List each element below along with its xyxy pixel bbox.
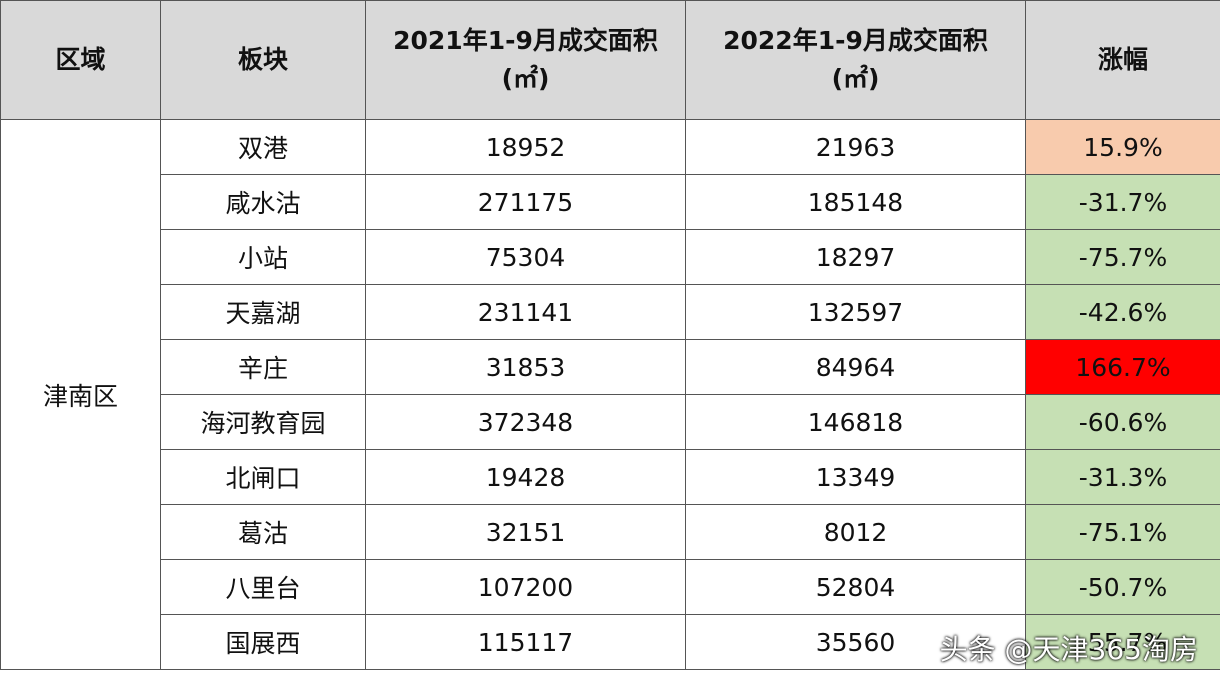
data-row: 海河教育园 372348 146818 -60.6% xyxy=(1,394,1220,450)
data-cell: 八里台 xyxy=(160,559,366,615)
header-text: 涨幅 xyxy=(1097,45,1148,74)
data-row: 小站 75304 18297 -75.7% xyxy=(1,229,1220,285)
change-cell: -55.7% xyxy=(1025,614,1220,670)
data-cell: 18297 xyxy=(685,229,1026,285)
data-cell: 海河教育园 xyxy=(160,394,366,450)
data-cell: 小站 xyxy=(160,229,366,285)
header-text: (㎡) xyxy=(501,64,550,93)
data-row: 八里台 107200 52804 -50.7% xyxy=(1,559,1220,615)
header-row: 区域 板块 2021年1-9月成交面积 (㎡) 2022年1-9月成交面积 (㎡) 涨幅 xyxy=(0,0,1220,120)
data-row: 津南区 双港 18952 21963 15.9% xyxy=(0,119,1220,670)
data-cell: 146818 xyxy=(685,394,1026,450)
data-cell: 31853 xyxy=(365,339,686,395)
header-cell: 区域 xyxy=(0,0,161,120)
data-row: 辛庄 31853 84964 166.7% xyxy=(1,339,1220,395)
data-cell: 21963 xyxy=(685,119,1026,175)
data-cell: 18952 xyxy=(365,119,686,175)
data-cell: 13349 xyxy=(685,449,1026,505)
data-cell: 132597 xyxy=(685,284,1026,340)
data-cell: 19428 xyxy=(365,449,686,505)
header-text: (㎡) xyxy=(831,64,880,93)
header-text: 2022年1-9月成交面积 xyxy=(723,26,988,55)
data-cell: 52804 xyxy=(685,559,1026,615)
data-cell: 231141 xyxy=(365,284,686,340)
change-cell: -42.6% xyxy=(1025,284,1220,340)
header-cell: 2022年1-9月成交面积 (㎡) xyxy=(685,0,1026,120)
watermark: 头条 @天津365淘房 xyxy=(939,633,1198,666)
data-cell: 双港 xyxy=(160,119,366,175)
header-cell: 2021年1-9月成交面积 (㎡) xyxy=(365,0,686,120)
data-cell: 271175 xyxy=(365,174,686,230)
data-row: 北闸口 19428 13349 -31.3% xyxy=(1,449,1220,505)
data-cell: 辛庄 xyxy=(160,339,366,395)
data-row: 国展西 115117 35560 -55.7% xyxy=(1,614,1220,670)
data-cell: 75304 xyxy=(365,229,686,285)
data-cell: 32151 xyxy=(365,504,686,560)
change-cell: 166.7% xyxy=(1025,339,1220,395)
data-cell: 8012 xyxy=(685,504,1026,560)
change-cell: -60.6% xyxy=(1025,394,1220,450)
header-cell: 涨幅 xyxy=(1025,0,1220,120)
data-row: 葛沽 32151 8012 -75.1% xyxy=(1,504,1220,560)
header-cell: 板块 xyxy=(160,0,366,120)
data-cell: 115117 xyxy=(365,614,686,670)
change-cell: -75.7% xyxy=(1025,229,1220,285)
data-cell: 北闸口 xyxy=(160,449,366,505)
region-cell: 津南区 xyxy=(0,119,161,670)
data-cell: 185148 xyxy=(685,174,1026,230)
data-cell: 107200 xyxy=(365,559,686,615)
data-cell: 国展西 xyxy=(160,614,366,670)
change-cell: -50.7% xyxy=(1025,559,1220,615)
data-cell: 天嘉湖 xyxy=(160,284,366,340)
header-text: 区域 xyxy=(55,45,106,74)
data-cell: 372348 xyxy=(365,394,686,450)
change-cell: -75.1% xyxy=(1025,504,1220,560)
data-cell: 84964 xyxy=(685,339,1026,395)
change-cell: 15.9% xyxy=(1025,119,1220,175)
data-row: 咸水沽 271175 185148 -31.7% xyxy=(1,174,1220,230)
data-cell: 35560 xyxy=(685,614,1026,670)
data-row: 天嘉湖 231141 132597 -42.6% xyxy=(1,284,1220,340)
header-text: 2021年1-9月成交面积 xyxy=(393,26,658,55)
data-cell: 葛沽 xyxy=(160,504,366,560)
data-cell: 咸水沽 xyxy=(160,174,366,230)
change-cell: -31.7% xyxy=(1025,174,1220,230)
change-cell: -31.3% xyxy=(1025,449,1220,505)
header-text: 板块 xyxy=(237,45,288,74)
